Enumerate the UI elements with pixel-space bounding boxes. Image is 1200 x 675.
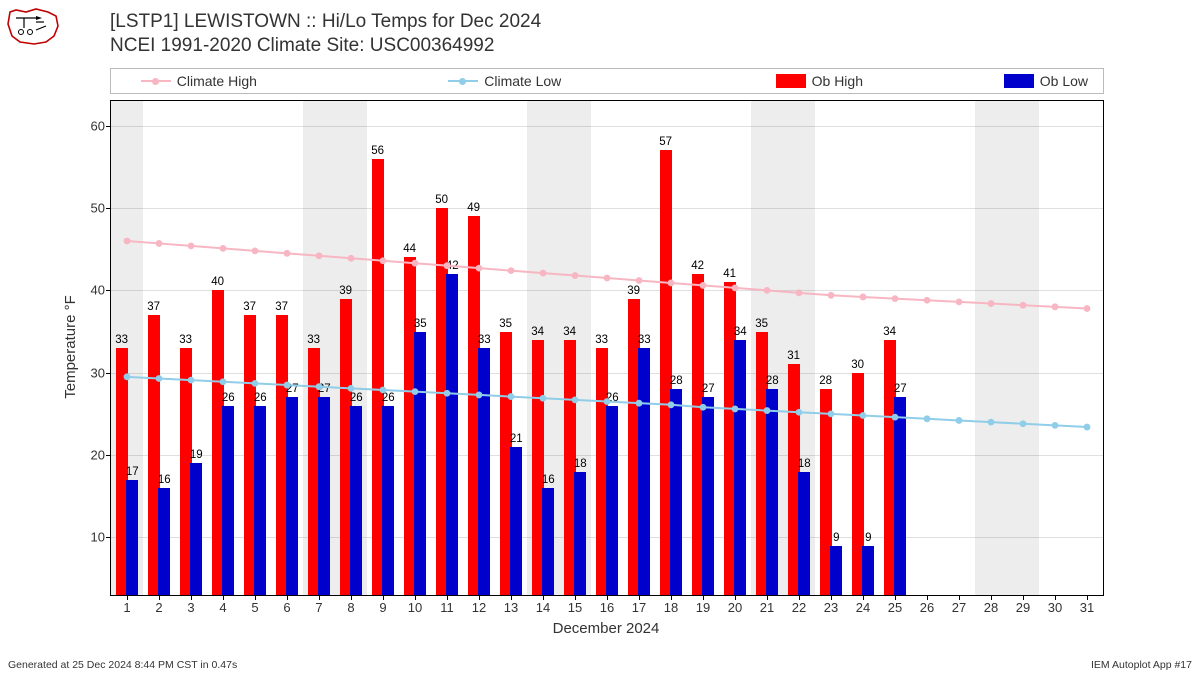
x-tick-mark [287,595,288,600]
x-tick-mark [767,595,768,600]
legend-label: Ob High [812,73,863,89]
footer-appid: IEM Autoplot App #17 [1091,659,1192,671]
x-tick-mark [543,595,544,600]
x-tick-mark [575,595,576,600]
x-tick-mark [415,595,416,600]
legend-label: Climate Low [484,73,561,89]
legend-label: Ob Low [1040,73,1088,89]
x-tick-mark [191,595,192,600]
x-tick-mark [511,595,512,600]
x-tick-mark [959,595,960,600]
x-tick-mark [383,595,384,600]
x-tick-mark [831,595,832,600]
x-tick-mark [863,595,864,600]
legend-item: Ob High [776,73,863,89]
x-tick-mark [639,595,640,600]
footer-generated: Generated at 25 Dec 2024 8:44 PM CST in … [8,659,237,671]
legend-marker-line [448,80,478,82]
legend-marker-line [141,80,171,82]
x-tick-mark [1023,595,1024,600]
x-tick-mark [127,595,128,600]
x-tick-mark [735,595,736,600]
chart-title: [LSTP1] LEWISTOWN :: Hi/Lo Temps for Dec… [110,10,541,58]
x-tick-mark [703,595,704,600]
x-tick-mark [479,595,480,600]
chart-plot-area: 1020304050601234567891011121314151617181… [110,100,1104,596]
legend-item: Ob Low [1004,73,1088,89]
x-tick-mark [991,595,992,600]
legend-marker-swatch [776,74,806,88]
legend-item: Climate High [141,73,257,89]
chart-legend: Climate High Climate Low Ob High Ob Low [110,68,1104,94]
x-tick-mark [159,595,160,600]
x-tick-mark [1055,595,1056,600]
x-tick-mark [895,595,896,600]
legend-label: Climate High [177,73,257,89]
x-axis-label: December 2024 [110,620,1102,637]
legend-item: Climate Low [448,73,561,89]
x-tick-mark [351,595,352,600]
x-tick-mark [799,595,800,600]
x-tick-mark [1087,595,1088,600]
x-tick-mark [671,595,672,600]
x-tick-mark [927,595,928,600]
x-tick-mark [255,595,256,600]
legend-marker-swatch [1004,74,1034,88]
x-tick-mark [319,595,320,600]
climate-low-line [111,101,1103,595]
title-line-1: [LSTP1] LEWISTOWN :: Hi/Lo Temps for Dec… [110,10,541,34]
x-tick-mark [447,595,448,600]
x-tick-mark [607,595,608,600]
iem-logo [6,6,60,46]
y-axis-label: Temperature °F [62,295,79,399]
title-line-2: NCEI 1991-2020 Climate Site: USC00364992 [110,34,541,58]
x-tick-mark [223,595,224,600]
